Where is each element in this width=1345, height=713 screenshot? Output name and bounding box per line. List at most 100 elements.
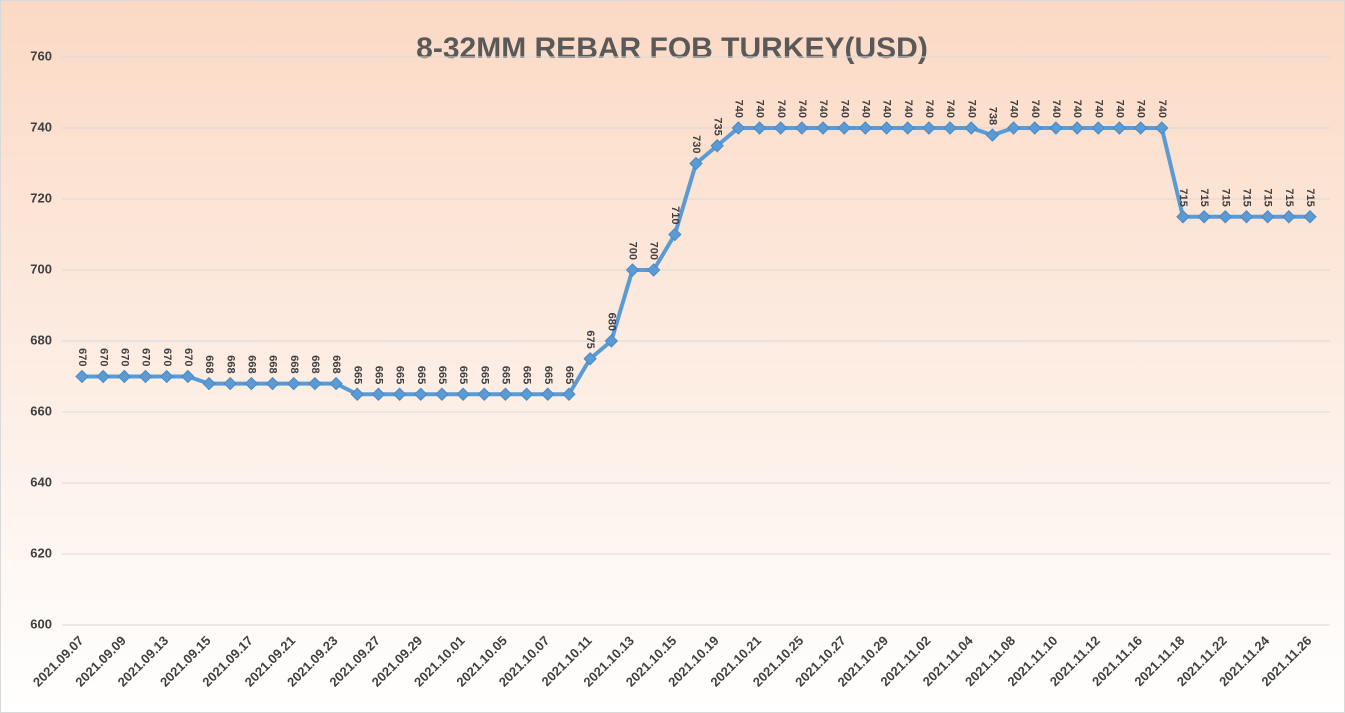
data-label: 715 bbox=[1304, 188, 1316, 206]
y-tick-label: 760 bbox=[30, 48, 52, 63]
marker bbox=[1218, 210, 1233, 224]
data-label: 668 bbox=[288, 355, 300, 373]
marker bbox=[752, 121, 767, 135]
data-label: 668 bbox=[309, 355, 321, 373]
data-label: 740 bbox=[859, 100, 871, 118]
marker bbox=[1197, 210, 1211, 224]
data-label: 740 bbox=[1029, 100, 1041, 118]
marker bbox=[901, 121, 915, 135]
marker bbox=[816, 121, 830, 135]
data-label: 715 bbox=[1283, 188, 1295, 206]
marker bbox=[287, 376, 301, 391]
data-label: 668 bbox=[224, 355, 236, 373]
data-label: 665 bbox=[351, 366, 363, 384]
marker bbox=[350, 387, 364, 401]
marker bbox=[244, 376, 259, 391]
data-label: 730 bbox=[690, 135, 702, 153]
data-label: 665 bbox=[478, 366, 490, 384]
y-tick-label: 620 bbox=[30, 545, 52, 560]
marker bbox=[731, 121, 746, 135]
data-label: 740 bbox=[1008, 100, 1020, 118]
data-label: 740 bbox=[902, 100, 914, 118]
marker bbox=[75, 369, 89, 384]
data-label: 665 bbox=[373, 366, 385, 384]
data-label: 740 bbox=[1071, 100, 1083, 118]
data-label: 715 bbox=[1198, 188, 1210, 206]
marker bbox=[858, 121, 873, 135]
data-label: 668 bbox=[203, 355, 215, 373]
data-label: 715 bbox=[1177, 188, 1189, 206]
marker bbox=[1303, 210, 1317, 224]
chart-title: 8-32MM REBAR FOB TURKEY(USD) bbox=[416, 32, 928, 65]
data-label: 740 bbox=[944, 100, 956, 118]
data-label: 665 bbox=[415, 366, 427, 384]
marker bbox=[1155, 121, 1169, 135]
data-label: 665 bbox=[394, 366, 406, 384]
data-label: 668 bbox=[245, 355, 257, 373]
marker bbox=[181, 369, 195, 384]
data-label: 665 bbox=[436, 366, 448, 384]
marker bbox=[1260, 210, 1275, 224]
marker bbox=[223, 376, 237, 391]
marker bbox=[1133, 121, 1148, 135]
marker bbox=[541, 387, 555, 401]
marker bbox=[1049, 121, 1063, 135]
data-label: 715 bbox=[1219, 188, 1231, 206]
data-label: 680 bbox=[605, 313, 617, 331]
data-label: 740 bbox=[923, 100, 935, 118]
marker bbox=[329, 376, 343, 391]
marker bbox=[265, 376, 280, 391]
marker bbox=[625, 263, 640, 277]
data-label: 710 bbox=[669, 206, 681, 224]
marker bbox=[773, 121, 788, 135]
marker bbox=[138, 369, 153, 384]
marker bbox=[879, 121, 894, 135]
marker bbox=[689, 156, 703, 171]
data-label: 740 bbox=[796, 100, 808, 118]
marker bbox=[117, 369, 132, 384]
data-label: 740 bbox=[1114, 100, 1126, 118]
marker bbox=[1239, 210, 1254, 224]
data-label: 670 bbox=[76, 348, 88, 366]
marker bbox=[202, 376, 216, 391]
data-label: 665 bbox=[500, 366, 512, 384]
marker bbox=[943, 121, 957, 135]
marker bbox=[1070, 121, 1084, 135]
marker bbox=[435, 387, 449, 401]
marker bbox=[964, 121, 978, 135]
data-label: 700 bbox=[627, 242, 639, 260]
marker bbox=[308, 376, 322, 391]
y-tick-label: 640 bbox=[30, 474, 52, 489]
data-label: 740 bbox=[1156, 100, 1168, 118]
marker bbox=[414, 387, 428, 401]
marker bbox=[710, 139, 724, 153]
data-label: 740 bbox=[754, 100, 766, 118]
data-label: 668 bbox=[330, 355, 342, 373]
data-label: 668 bbox=[267, 355, 279, 373]
marker bbox=[1028, 121, 1042, 135]
marker bbox=[159, 369, 174, 384]
data-label: 665 bbox=[542, 366, 554, 384]
data-label: 740 bbox=[1050, 100, 1062, 118]
data-label: 670 bbox=[161, 348, 173, 366]
marker bbox=[498, 387, 513, 401]
marker bbox=[1176, 210, 1190, 224]
marker bbox=[1112, 121, 1127, 135]
data-label: 670 bbox=[140, 348, 152, 366]
data-label: 740 bbox=[1135, 100, 1147, 118]
marker bbox=[668, 227, 682, 242]
marker bbox=[392, 387, 407, 401]
data-label: 740 bbox=[1092, 100, 1104, 118]
marker bbox=[1282, 210, 1296, 224]
marker bbox=[795, 121, 809, 135]
marker bbox=[604, 334, 619, 348]
marker bbox=[985, 128, 1000, 142]
marker bbox=[1006, 121, 1021, 135]
marker bbox=[456, 387, 470, 401]
marker bbox=[371, 387, 386, 401]
y-tick-label: 720 bbox=[30, 190, 52, 205]
y-tick-label: 600 bbox=[30, 616, 52, 631]
data-label: 735 bbox=[711, 117, 723, 135]
